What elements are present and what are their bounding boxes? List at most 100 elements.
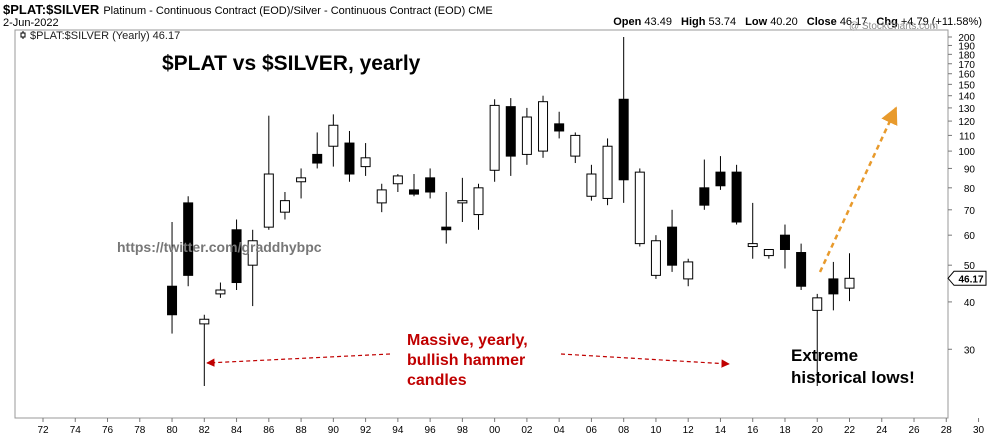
x-tick-label: 78 [134,425,146,436]
x-tick-label: 00 [489,425,501,436]
candle [408,174,419,197]
candle [779,224,790,269]
candle [521,107,532,165]
y-tick-label: 90 [964,164,976,175]
y-tick-label: 160 [958,70,975,81]
y-tick-label: 140 [958,92,975,103]
chg-value: +4.79 (+11.58%) [900,16,982,28]
x-tick-label: 72 [37,425,49,436]
y-tick-label: 100 [958,147,975,158]
x-tick-label: 80 [166,425,178,436]
last-value-label: 46.17 [958,274,983,285]
ohlc-stats: Open 43.49 High 53.74 Low 40.20 Close 46… [613,16,982,28]
candle-body [263,173,274,228]
close-value: 46.17 [839,16,868,28]
candle-body [554,123,565,132]
candle-body [779,234,790,250]
open-label: Open [613,16,642,28]
candle-body [312,153,323,164]
candle-body [538,101,549,152]
y-tick-label: 60 [964,231,976,242]
candle [441,191,452,244]
x-tick-label: 12 [683,425,695,436]
candle-body [247,240,258,266]
x-tick-label: 90 [328,425,340,436]
candle-body [231,229,242,284]
y-tick-label: 130 [958,104,975,115]
candle-body [715,171,726,187]
arrow-left-icon [206,353,391,367]
y-tick-label: 200 [958,33,975,44]
candle-body [344,142,355,175]
chg-label: Chg [876,16,898,28]
candle-body [521,116,532,155]
annotation-twitter: https://twitter.com/graddhybpc [117,239,322,255]
x-tick-label: 24 [876,425,888,436]
candle-body [457,200,468,204]
candle [763,248,774,259]
candle [199,314,210,386]
candle [634,168,645,247]
candle [360,143,371,176]
chart-date: 2-Jun-2022 [3,17,59,29]
candle-body [279,200,290,213]
x-tick-label: 14 [715,425,727,436]
candle-body [602,145,613,199]
x-tick-label: 94 [392,425,404,436]
last-value-box [947,270,987,286]
x-tick-label: 28 [941,425,953,436]
candle-body [167,285,178,316]
y-tick-label: 80 [964,184,976,195]
y-tick-label: 190 [958,41,975,52]
symbol-label: $PLAT:$SILVER [3,2,100,17]
close-label: Close [806,16,837,28]
candle [683,258,694,287]
candle-body [570,134,581,157]
candle-body [747,243,758,248]
high-label: High [681,16,706,28]
x-tick-label: 76 [102,425,114,436]
candle [602,138,613,206]
y-tick-label: 40 [964,298,976,309]
candle-body [796,252,807,287]
candle-body [473,187,484,216]
candle-body [296,177,307,183]
low-value: 40.20 [770,16,798,28]
candle-body [408,189,419,195]
candle-body [828,278,839,295]
candle [586,164,597,201]
x-tick-label: 86 [263,425,275,436]
candle [183,196,194,287]
candle-body [844,277,855,289]
candle [731,164,742,225]
candle [376,183,387,213]
candle-body [763,248,774,257]
open-value: 43.49 [644,16,672,28]
candlestick-icon [20,32,26,38]
y-tick-label: 180 [958,50,975,61]
annotation-lows-line: historical lows! [791,368,915,387]
candle-body [360,157,371,168]
x-tick-label: 88 [296,425,308,436]
candle [263,115,274,230]
candle-body [215,289,226,295]
candle-body [699,187,710,206]
last-value-marker: 46.17 [947,270,987,286]
x-tick-label: 20 [812,425,824,436]
x-tick-label: 92 [360,425,372,436]
symbol-description: Platinum - Continuous Contract (EOD)/Sil… [103,5,493,17]
candle [796,243,807,291]
candle [812,293,823,386]
stockcharts-watermark: @ StockCharts.com [848,21,938,32]
y-tick-label: 170 [958,60,975,71]
candle [344,130,355,182]
legend-label: $PLAT:$SILVER (Yearly) 46.17 [30,30,180,42]
y-tick-label: 70 [964,206,976,217]
x-tick-label: 22 [844,425,856,436]
candle-body [441,226,452,231]
x-tick-label: 02 [521,425,533,436]
candle [715,156,726,190]
arrow-up-icon [818,106,898,273]
